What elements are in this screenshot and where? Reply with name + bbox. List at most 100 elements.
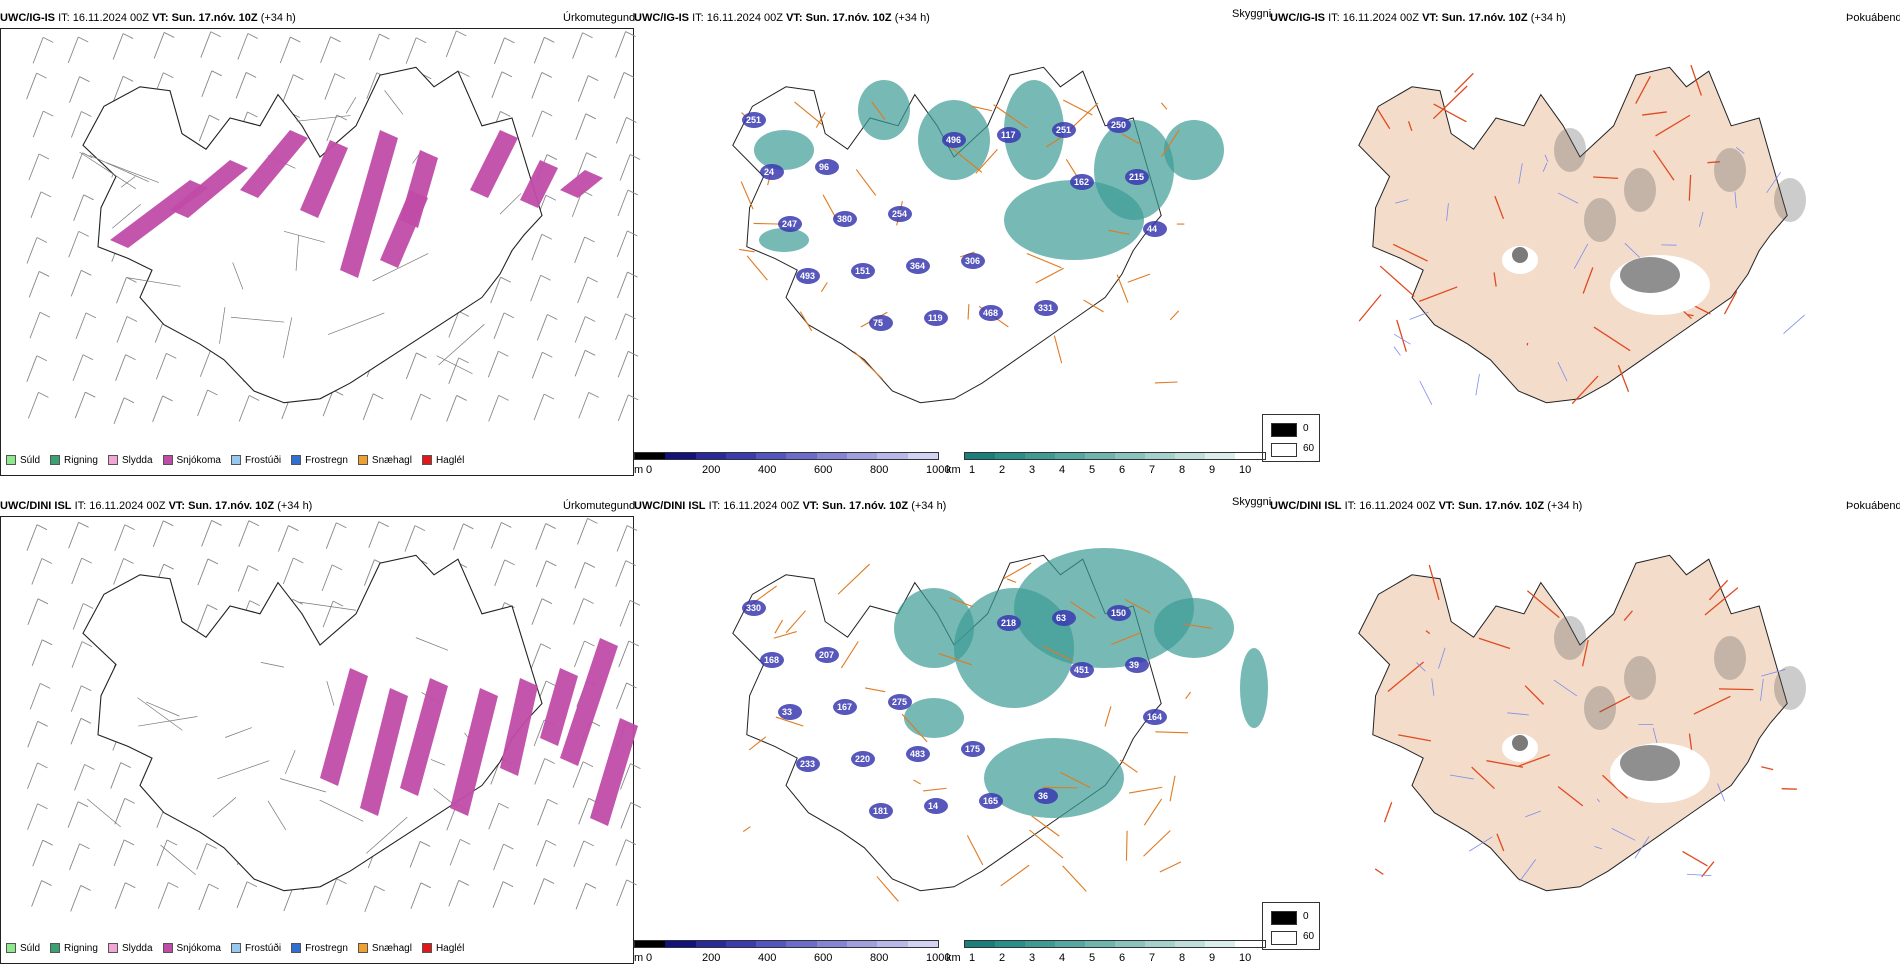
visibility-map[interactable]: 3302072751753615016816748316563393322014… (634, 518, 1270, 948)
legend-item: Súld (6, 455, 40, 466)
cloud-base-value: 331 (1038, 303, 1053, 313)
colorbar-segment (726, 453, 756, 459)
vt-value: Sun. 17.nóv. 10Z (1442, 12, 1528, 24)
lead-time: (+34 h) (261, 12, 296, 24)
colorbar-segment (1115, 941, 1145, 947)
vt-value: Sun. 17.nóv. 10Z (1458, 500, 1544, 512)
wind-barb (199, 884, 219, 910)
wind-barb (283, 75, 303, 101)
legend-item: Haglél (422, 943, 464, 954)
vt-label: VT: (786, 12, 803, 24)
colorbar-segment (696, 453, 726, 459)
wind-barb (202, 520, 222, 546)
wind-barb (537, 314, 557, 340)
cloud-base-value: 247 (782, 219, 797, 229)
wind-barb (114, 398, 134, 424)
wind-barb (72, 642, 92, 668)
colorbar-segment (1175, 941, 1205, 947)
colorbar-segment (1235, 453, 1265, 459)
wind-barb (156, 353, 176, 379)
tick-label: 8 (1179, 464, 1185, 476)
tick-label: 7 (1149, 464, 1155, 476)
tick-label: 8 (1179, 952, 1185, 964)
precip-map[interactable] (0, 30, 634, 460)
wind-barb (236, 72, 256, 98)
legend-item: Frostúði (231, 943, 281, 954)
wind-barb (574, 641, 594, 667)
cloud-base-value: 483 (910, 749, 925, 759)
wind-barb (488, 351, 508, 377)
legend-label: Súld (20, 455, 40, 466)
river (1687, 874, 1711, 875)
visibility-map[interactable]: 2519625430633125024380364468251215247151… (634, 30, 1270, 460)
wind-barb (30, 683, 50, 709)
wind-barb (198, 559, 218, 585)
river (1420, 381, 1432, 405)
road (1030, 830, 1063, 858)
vt-label: VT: (1422, 12, 1439, 24)
wind-barb (283, 558, 303, 584)
wind-barb (614, 72, 634, 98)
wind-barb (116, 355, 136, 381)
road (297, 116, 351, 122)
road (1144, 799, 1161, 825)
low-visibility-area (904, 698, 964, 738)
wind-barb (578, 277, 598, 303)
tick-label: 9 (1209, 952, 1215, 964)
model-name: UWC/IG-IS (634, 12, 689, 24)
legend-swatch (108, 455, 118, 465)
fog-area (1512, 247, 1528, 263)
legend-swatch (291, 455, 301, 465)
tick-label: 0 (646, 952, 652, 964)
cloud-base-value: 493 (800, 271, 815, 281)
wind-barb (75, 764, 95, 790)
wind-barb (73, 355, 93, 381)
fog-value-1: 60 (1303, 443, 1314, 454)
wind-barb (71, 718, 91, 744)
wind-barb (111, 763, 131, 789)
fog-value-1: 60 (1303, 931, 1314, 942)
fog-index-map[interactable] (1270, 518, 1900, 948)
cloud-base-value: 220 (855, 754, 870, 764)
visibility-unit: km (946, 952, 961, 964)
wind-barb (280, 37, 300, 63)
legend-label: Slydda (122, 943, 153, 954)
visibility-colorbar (964, 940, 1266, 948)
it-value: 16.11.2024 00Z (89, 500, 165, 512)
wind-barb (32, 881, 52, 907)
tick-label: 400 (758, 952, 776, 964)
legend-swatch (358, 943, 368, 953)
wind-barb (447, 395, 467, 421)
road (346, 97, 356, 113)
fog-area (1554, 616, 1586, 660)
wind-barb (575, 237, 595, 263)
road (1683, 851, 1708, 866)
cloud-base-value: 251 (1056, 125, 1071, 135)
legend-label: Rigning (64, 943, 98, 954)
wind-barb (27, 525, 47, 551)
wind-barb (30, 312, 50, 338)
wind-barb (153, 521, 173, 547)
wind-barb (239, 521, 259, 547)
wind-barb (446, 31, 466, 57)
legend-swatch (422, 943, 432, 953)
wind-barb (576, 114, 596, 140)
tick-label: 7 (1149, 952, 1155, 964)
colorbar-segment (1205, 453, 1235, 459)
legend-item: Súld (6, 943, 40, 954)
panel-title: Þokuábendi (1846, 500, 1900, 512)
fog-index-map[interactable] (1270, 30, 1900, 460)
cloud-base-value: 496 (946, 135, 961, 145)
precip-map[interactable] (0, 518, 634, 948)
low-visibility-area (754, 130, 814, 170)
colorbar-segment (1085, 453, 1115, 459)
wind-barb (327, 879, 347, 905)
wind-barb (577, 518, 597, 544)
colorbar-segment (1055, 941, 1085, 947)
legend-item: Snjókoma (163, 455, 221, 466)
wind-barb (406, 38, 426, 64)
road (1043, 787, 1078, 788)
colorbar-segment (965, 453, 995, 459)
wind-barb (198, 390, 218, 416)
